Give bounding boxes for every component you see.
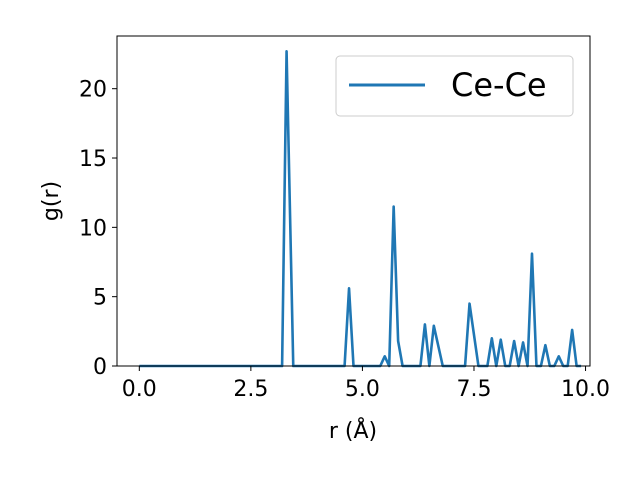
y-tick-label: 5 [93, 286, 107, 311]
y-tick-label: 0 [93, 355, 107, 380]
x-axis: 0.0 2.5 5.0 7.5 10.0 [122, 366, 610, 402]
x-tick-label: 10.0 [561, 377, 610, 402]
y-tick-label: 15 [79, 147, 107, 172]
y-tick-label: 20 [79, 78, 107, 103]
x-axis-label: r (Å) [329, 417, 377, 444]
legend-label-ce-ce: Ce-Ce [451, 66, 547, 104]
plot-frame [116, 35, 591, 367]
x-tick-label: 2.5 [233, 377, 268, 402]
plot-area [116, 35, 591, 368]
y-tick-label: 10 [79, 216, 107, 241]
y-axis-label: g(r) [39, 181, 64, 221]
x-tick-label: 0.0 [122, 377, 157, 402]
legend-box [335, 55, 574, 117]
legend: Ce-Ce [335, 55, 574, 117]
y-axis: 0 5 10 15 20 [79, 78, 117, 380]
x-tick-label: 5.0 [345, 377, 380, 402]
x-tick-label: 7.5 [456, 377, 491, 402]
